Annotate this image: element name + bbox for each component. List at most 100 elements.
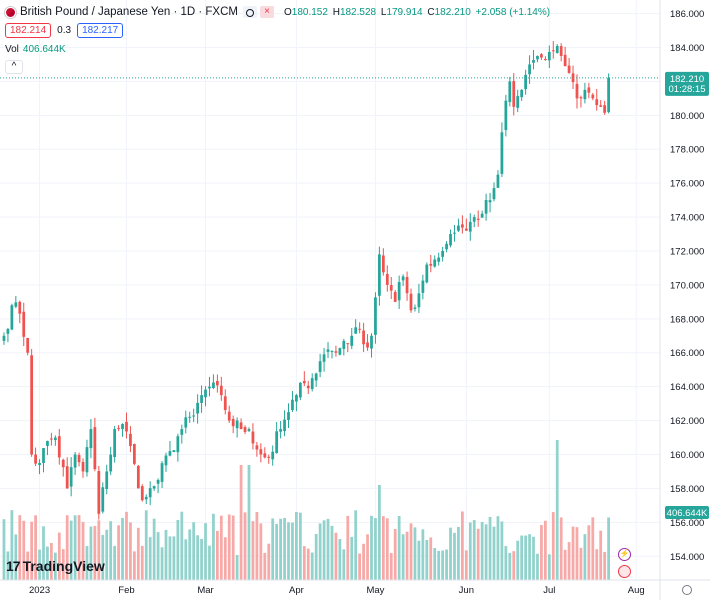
volume-bar bbox=[156, 532, 160, 580]
price-tick-label: 168.000 bbox=[670, 314, 704, 325]
globe-icon[interactable] bbox=[618, 565, 631, 578]
candle-body bbox=[603, 105, 607, 113]
candle-body bbox=[26, 337, 30, 353]
candle-body bbox=[204, 389, 207, 398]
volume-bar bbox=[267, 543, 271, 580]
candle-body bbox=[283, 419, 286, 432]
lightning-icon[interactable]: ⚡ bbox=[618, 548, 631, 561]
volume-bar bbox=[251, 521, 255, 580]
candle-body bbox=[192, 415, 196, 417]
volume-bar bbox=[583, 534, 587, 580]
candle-body bbox=[413, 307, 417, 309]
candle-body bbox=[247, 429, 251, 431]
volume-bar bbox=[559, 517, 563, 580]
candle-body bbox=[350, 335, 354, 346]
spread-value: 0.3 bbox=[57, 25, 72, 36]
candle-body bbox=[318, 361, 322, 372]
candle-body bbox=[354, 327, 358, 334]
candle-body bbox=[295, 395, 298, 402]
last-price-value: 182.210 bbox=[670, 74, 704, 85]
candle-body bbox=[437, 257, 441, 262]
candle-body bbox=[528, 64, 531, 75]
volume-bars bbox=[2, 440, 610, 580]
candle-body bbox=[184, 417, 188, 428]
volume-bar bbox=[129, 522, 132, 580]
volume-bar bbox=[18, 515, 22, 580]
candle-body bbox=[22, 311, 26, 337]
volume-bar bbox=[587, 525, 591, 580]
volume-bar bbox=[192, 522, 196, 580]
volume-bar bbox=[484, 524, 488, 580]
eye-icon[interactable] bbox=[242, 6, 257, 18]
time-tick-label: Jul bbox=[543, 585, 555, 596]
volume-bar bbox=[188, 529, 192, 580]
candle-body bbox=[536, 55, 539, 60]
candle-body bbox=[342, 340, 346, 349]
time-tick-label: Mar bbox=[197, 585, 213, 596]
symbol-title[interactable]: British Pound / Japanese Yen · 1D · FXCM bbox=[20, 6, 238, 18]
volume-bar bbox=[536, 553, 539, 580]
candle-body bbox=[53, 437, 57, 441]
ohlc-values: O180.152 H182.528 L179.914 C182.210 +2.0… bbox=[283, 6, 551, 18]
symbol-legend[interactable]: British Pound / Japanese Yen · 1D · FXCM… bbox=[5, 6, 550, 18]
candle-body bbox=[567, 65, 571, 73]
volume-bar bbox=[101, 534, 105, 580]
candle-body bbox=[464, 228, 468, 231]
candle-body bbox=[2, 335, 6, 341]
volume-bar bbox=[488, 516, 492, 580]
volume-bar bbox=[397, 516, 401, 580]
sell-button[interactable]: 182.214 bbox=[5, 23, 52, 38]
candle-body bbox=[346, 343, 350, 345]
volume-value: 406.644K bbox=[22, 44, 66, 55]
candle-body bbox=[302, 380, 306, 384]
volume-bar bbox=[61, 549, 65, 580]
candle-body bbox=[136, 465, 140, 489]
volume-bar bbox=[437, 550, 441, 580]
volume-bar bbox=[34, 515, 37, 580]
volume-bar bbox=[579, 547, 583, 580]
candles bbox=[2, 40, 610, 520]
candle-body bbox=[223, 396, 227, 411]
volume-bar bbox=[133, 551, 136, 580]
volume-bar bbox=[50, 543, 53, 580]
volume-legend[interactable]: Vol 406.644K bbox=[5, 44, 66, 55]
collapse-icon[interactable]: ^ bbox=[5, 60, 23, 74]
candle-body bbox=[164, 455, 168, 466]
price-tick-label: 178.000 bbox=[670, 145, 704, 156]
candle-body bbox=[61, 459, 65, 468]
candle-body bbox=[212, 382, 215, 388]
volume-bar bbox=[338, 539, 342, 580]
tradingview-logo[interactable]: 17 TradingView bbox=[6, 558, 105, 574]
volume-bar bbox=[393, 529, 397, 580]
candle-body bbox=[152, 486, 156, 489]
time-axis[interactable]: 2023 Feb Mar Apr May Jun Jul Aug bbox=[0, 579, 710, 596]
volume-bar bbox=[547, 554, 551, 580]
candle-body bbox=[358, 328, 362, 330]
candle-body bbox=[6, 329, 10, 334]
candle-body bbox=[34, 454, 37, 464]
volume-bar bbox=[227, 514, 231, 580]
buy-button[interactable]: 182.217 bbox=[77, 23, 124, 38]
volume-bar bbox=[480, 521, 484, 580]
candle-body bbox=[374, 297, 377, 335]
price-tick-label: 158.000 bbox=[670, 484, 704, 495]
volume-bar bbox=[334, 532, 338, 580]
volume-bar bbox=[160, 547, 164, 580]
candle-body bbox=[540, 54, 543, 58]
candle-body bbox=[109, 454, 113, 472]
volume-bar bbox=[208, 545, 211, 580]
candle-body bbox=[547, 51, 551, 61]
volume-bar bbox=[504, 546, 508, 580]
volume-bar bbox=[346, 515, 350, 580]
volume-bar bbox=[314, 533, 318, 580]
volume-bar bbox=[295, 512, 298, 580]
candle-body bbox=[133, 443, 136, 464]
gear-icon[interactable] bbox=[682, 585, 692, 595]
candle-body bbox=[575, 83, 579, 99]
candle-body bbox=[314, 373, 318, 381]
candle-body bbox=[168, 451, 172, 456]
candle-body bbox=[97, 471, 101, 514]
candle-body bbox=[461, 224, 464, 228]
close-icon[interactable]: × bbox=[259, 6, 274, 18]
